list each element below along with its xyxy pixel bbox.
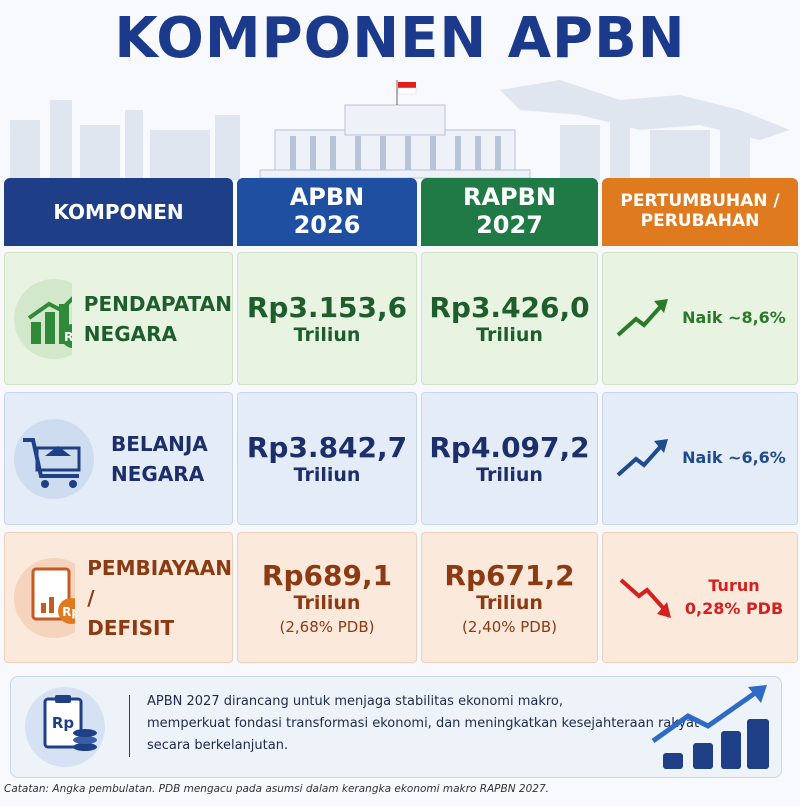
change-text: Naik ~6,6% [682, 447, 786, 469]
header-text: PERUBAHAN [640, 211, 760, 231]
amount: Rp3.426,0 [429, 290, 590, 324]
component-line: DEFISIT [87, 615, 175, 640]
header-text: RAPBN [462, 183, 557, 212]
value-cell: Rp3.153,6 Triliun [237, 252, 417, 385]
icon-label: Rp [52, 714, 75, 732]
svg-text:Rp: Rp [62, 605, 75, 619]
unit: Triliun [293, 324, 361, 347]
component-label: BELANJA NEGARA [111, 429, 208, 489]
unit: Triliun [293, 464, 361, 487]
component-label: PENDAPATAN NEGARA [84, 289, 232, 349]
skyline-illustration [10, 80, 790, 180]
growth-illustration [651, 685, 769, 769]
summary-line: APBN 2027 dirancang untuk menjaga stabil… [147, 694, 563, 709]
component-icon [14, 418, 94, 499]
change-cell: Naik ~6,6% [602, 392, 798, 525]
component-line: BELANJA [111, 431, 208, 456]
header-cell: KOMPONEN [4, 178, 233, 246]
summary-box: Rp APBN 2027 dirancang untuk menjaga sta… [10, 676, 782, 778]
component-line: NEGARA [83, 321, 177, 346]
value-cell: Rp3.842,7 Triliun [237, 392, 417, 525]
unit: Triliun [293, 592, 361, 615]
value-cell: Rp671,2 Triliun (2,40% PDB) [421, 532, 598, 663]
summary-line: memperkuat fondasi transformasi ekonomi,… [147, 716, 700, 731]
unit: Triliun [476, 324, 543, 347]
change-text: Naik ~8,6% [682, 307, 786, 329]
amount: Rp4.097,2 [429, 430, 590, 464]
unit: Triliun [476, 464, 543, 487]
change-line: Naik ~6,6% [682, 448, 786, 468]
summary-line: secara berkelanjutan. [147, 738, 289, 753]
footnote: Catatan: Angka pembulatan. PDB mengacu p… [4, 783, 549, 795]
title: KOMPONEN APBN [114, 6, 686, 71]
value-cell: Rp689,1 Triliun (2,68% PDB) [237, 532, 417, 663]
svg-text:Rp: Rp [64, 330, 72, 344]
header-cell: RAPBN 2027 [421, 178, 598, 246]
note: (2,40% PDB) [461, 618, 557, 637]
change-line: Turun [708, 576, 760, 596]
component-icon: Rp [14, 557, 76, 638]
change-cell: Naik ~8,6% [602, 252, 798, 385]
component-cell: BELANJA NEGARA [4, 392, 233, 525]
header-text: 2027 [476, 211, 543, 239]
change-line: Naik ~8,6% [682, 308, 786, 328]
change-text: Turun 0,28% PDB [685, 575, 783, 620]
value-cell: Rp3.426,0 Triliun [421, 252, 598, 385]
component-icon: Rp [14, 278, 72, 359]
header-text: KOMPONEN [53, 199, 184, 224]
header-text: PERTUMBUHAN / [620, 191, 780, 212]
amount: Rp3.842,7 [246, 430, 408, 464]
header-cell: APBN 2026 [237, 178, 417, 246]
amount: Rp689,1 [261, 558, 393, 592]
document-icon: Rp [25, 687, 105, 767]
header-cell: PERTUMBUHAN / PERUBAHAN [602, 178, 798, 246]
change-line: 0,28% PDB [684, 598, 784, 618]
trend-arrow [616, 438, 669, 476]
amount: Rp671,2 [444, 558, 575, 592]
component-cell: Rp PENDAPATAN NEGARA [4, 252, 233, 385]
component-line: NEGARA [111, 461, 205, 486]
trend-arrow [619, 578, 671, 618]
amount: Rp3.153,6 [246, 290, 408, 324]
header-text: 2026 [293, 211, 361, 239]
value-cell: Rp4.097,2 Triliun [421, 392, 598, 525]
change-cell: Turun 0,28% PDB [602, 532, 798, 663]
unit: Triliun [476, 592, 543, 615]
note: (2,68% PDB) [279, 618, 375, 637]
component-line: PEMBIAYAAN / [87, 555, 232, 610]
header-text: APBN [289, 183, 365, 212]
summary-text: APBN 2027 dirancang untuk menjaga stabil… [147, 691, 699, 757]
component-line: PENDAPATAN [83, 291, 232, 316]
component-cell: Rp PEMBIAYAAN / DEFISIT [4, 532, 233, 663]
trend-arrow [616, 298, 669, 336]
component-label: PEMBIAYAAN / DEFISIT [87, 553, 232, 643]
